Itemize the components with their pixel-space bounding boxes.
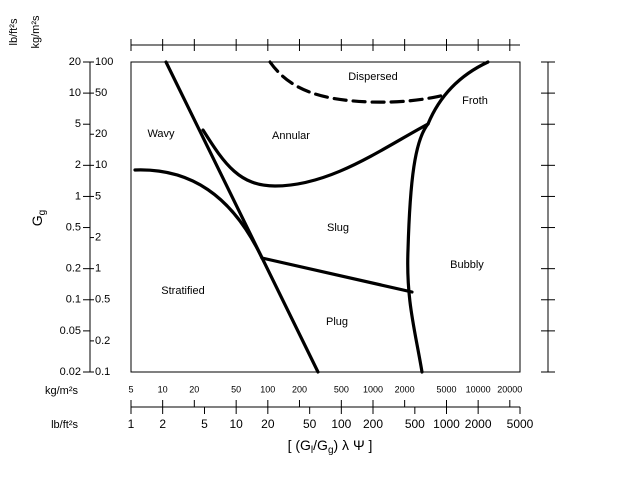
region-label: Froth bbox=[462, 95, 488, 107]
x-tick-label: 1000 bbox=[433, 417, 460, 431]
y-tick-label: 2 bbox=[75, 159, 81, 171]
x2-tick-label: 20000 bbox=[497, 384, 522, 394]
y2-tick-label: 50 bbox=[95, 87, 107, 99]
region-label: Stratified bbox=[161, 285, 204, 297]
y-axis-title-part: G bbox=[29, 215, 45, 226]
x-tick-label: 50 bbox=[303, 417, 317, 431]
region-label: Wavy bbox=[147, 128, 175, 140]
x2-tick-label: 2000 bbox=[395, 384, 415, 394]
y-unit-label: lb/ft²s bbox=[8, 18, 20, 45]
y-tick-label: 1 bbox=[75, 190, 81, 202]
region-label: Bubbly bbox=[450, 259, 484, 271]
x-axis-title-part: g bbox=[328, 445, 334, 456]
x-unit-label: lb/ft²s bbox=[51, 419, 78, 431]
y-axis-title-part: g bbox=[37, 210, 48, 216]
x2-tick-label: 20 bbox=[189, 384, 199, 394]
y2-tick-label: 2 bbox=[95, 231, 101, 243]
x-tick-label: 5 bbox=[201, 417, 208, 431]
boundary bbox=[260, 256, 414, 294]
x-axis-title-part: /G bbox=[313, 437, 328, 453]
y-tick-label: 10 bbox=[69, 87, 81, 99]
x2-tick-label: 1000 bbox=[363, 384, 383, 394]
x-tick-label: 1 bbox=[128, 417, 135, 431]
y-tick-label: 20 bbox=[69, 56, 81, 68]
x2-tick-label: 100 bbox=[260, 384, 275, 394]
y2-tick-label: 100 bbox=[95, 56, 113, 68]
region-labels: Dispersed Froth Wavy Annular Slug Bubbly… bbox=[147, 71, 487, 328]
x-axis-title: [ (Gl/Gg) λ Ψ ] bbox=[288, 437, 373, 456]
y2-tick-label: 0.5 bbox=[95, 294, 110, 306]
x-axis-title-part: [ (G bbox=[288, 437, 311, 453]
x-axis-title-part: ) λ Ψ ] bbox=[334, 437, 373, 453]
x-tick-label: 100 bbox=[331, 417, 351, 431]
x-axis-title-part: l bbox=[311, 445, 313, 456]
boundary bbox=[133, 168, 264, 260]
y-tick-label: 0.1 bbox=[66, 294, 81, 306]
y-tick-label: 0.05 bbox=[60, 325, 81, 337]
region-label: Plug bbox=[326, 316, 348, 328]
y-tick-label: 0.2 bbox=[66, 263, 81, 275]
boundary bbox=[268, 60, 447, 104]
plot-frame bbox=[130, 61, 521, 373]
x2-tick-label: 50 bbox=[231, 384, 241, 394]
x-tick-label: 2000 bbox=[465, 417, 492, 431]
x-tick-label: 10 bbox=[229, 417, 243, 431]
region-label: Slug bbox=[327, 222, 349, 234]
x-tick-label: 5000 bbox=[507, 417, 534, 431]
y2-tick-label: 20 bbox=[95, 128, 107, 140]
x-tick-label: 500 bbox=[405, 417, 425, 431]
boundary bbox=[406, 60, 490, 374]
region-label: Annular bbox=[272, 130, 310, 142]
y-unit-label: kg/m²s bbox=[30, 15, 42, 49]
x-tick-label: 20 bbox=[261, 417, 275, 431]
x-tick-label: 2 bbox=[159, 417, 166, 431]
y-tick-label: 0.02 bbox=[60, 366, 81, 378]
y2-tick-label: 5 bbox=[95, 190, 101, 202]
x2-tick-label: 200 bbox=[292, 384, 307, 394]
x2-tick-label: 10000 bbox=[466, 384, 491, 394]
region-label: Dispersed bbox=[348, 71, 398, 83]
x2-tick-label: 10 bbox=[158, 384, 168, 394]
x-unit-label: kg/m²s bbox=[45, 385, 79, 397]
y-tick-label: 0.5 bbox=[66, 221, 81, 233]
y2-tick-label: 0.1 bbox=[95, 366, 110, 378]
x2-tick-label: 500 bbox=[334, 384, 349, 394]
y2-tick-label: 0.2 bbox=[95, 335, 110, 347]
x2-tick-label: 5 bbox=[128, 384, 133, 394]
x-tick-label: 200 bbox=[363, 417, 383, 431]
boundary bbox=[164, 60, 320, 374]
y-tick-label: 5 bbox=[75, 118, 81, 130]
x2-tick-label: 5000 bbox=[436, 384, 456, 394]
y2-tick-label: 10 bbox=[95, 159, 107, 171]
y2-tick-label: 1 bbox=[95, 263, 101, 275]
y-axis-title: Gg bbox=[29, 210, 48, 226]
boundary bbox=[201, 122, 430, 188]
